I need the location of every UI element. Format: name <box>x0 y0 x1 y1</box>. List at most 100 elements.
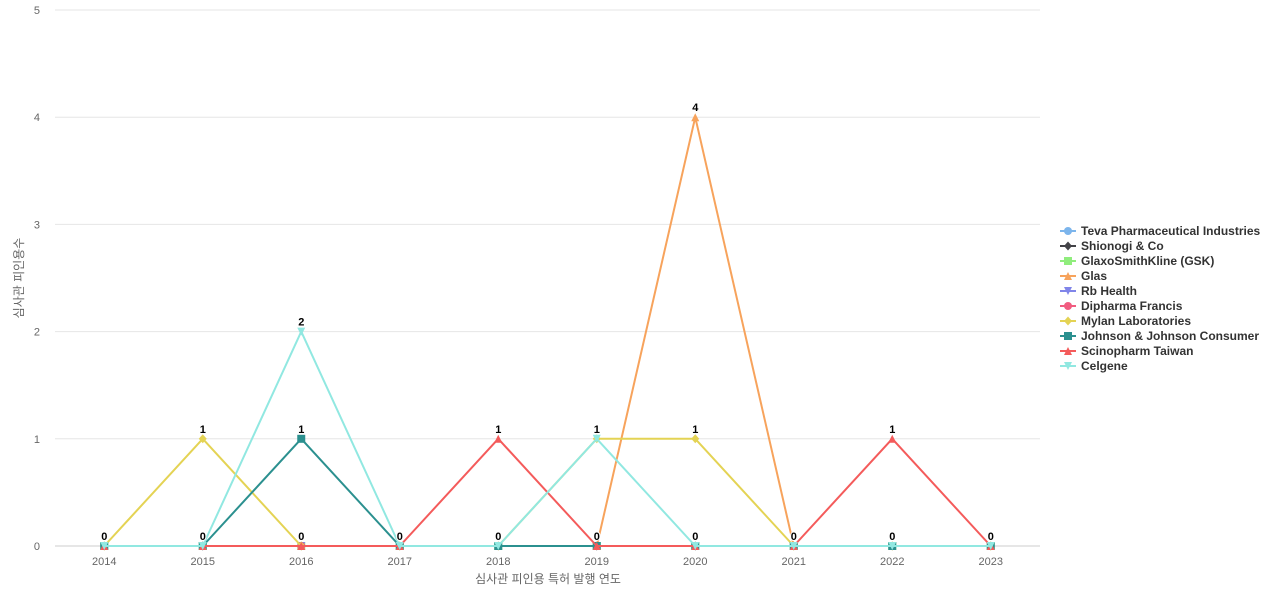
legend-item[interactable]: Shionogi & Co <box>1060 238 1260 253</box>
series-lines <box>100 113 995 551</box>
data-label: 0 <box>594 531 600 543</box>
data-point <box>691 542 700 550</box>
data-point <box>494 434 503 443</box>
data-point <box>592 542 601 550</box>
x-tick-label: 2017 <box>388 556 412 568</box>
data-label: 1 <box>298 424 304 436</box>
legend-label: Shionogi & Co <box>1081 238 1164 253</box>
x-tick-label: 2014 <box>92 556 116 568</box>
legend-item[interactable]: Scinopharm Taiwan <box>1060 343 1260 358</box>
data-point <box>297 542 306 550</box>
data-label: 0 <box>495 531 501 543</box>
legend-marker <box>1064 241 1072 250</box>
legend-marker <box>1064 331 1072 340</box>
data-point <box>888 434 897 443</box>
data-point <box>691 113 700 122</box>
data-label: 1 <box>495 424 501 436</box>
legend-symbol-icon <box>1060 316 1076 325</box>
y-tick-label: 3 <box>34 219 40 231</box>
legend-symbol-icon <box>1060 241 1076 250</box>
y-tick-label: 1 <box>34 434 40 446</box>
legend-item[interactable]: Teva Pharmaceutical Industries <box>1060 223 1260 238</box>
series-line <box>104 330 991 547</box>
legend-marker <box>1064 271 1072 280</box>
x-axis-title: 심사관 피인용 특허 발행 연도 <box>475 571 621 586</box>
data-point <box>789 542 798 550</box>
legend-item[interactable]: Mylan Laboratories <box>1060 313 1260 328</box>
chart-legend: Teva Pharmaceutical Industries Shionogi &… <box>1060 223 1260 373</box>
x-tick-label: 2020 <box>683 556 707 568</box>
data-label: 0 <box>791 531 797 543</box>
legend-marker <box>1064 316 1072 325</box>
y-tick-label: 5 <box>34 5 40 17</box>
data-point <box>297 327 306 336</box>
legend-symbol-icon <box>1060 361 1076 370</box>
series-celgene <box>100 327 995 550</box>
x-tick-label: 2018 <box>486 556 510 568</box>
data-point <box>592 434 601 443</box>
data-point <box>198 434 207 444</box>
x-tick-label: 2015 <box>191 556 215 568</box>
data-label: 1 <box>889 424 895 436</box>
grid-lines <box>55 9 1040 547</box>
legend-marker <box>1064 256 1072 265</box>
data-point <box>297 434 306 443</box>
y-axis-title: 심사관 피인용수 <box>12 238 26 319</box>
data-point <box>986 542 995 550</box>
legend-symbol-icon <box>1060 226 1076 235</box>
legend-label: Johnson & Johnson Consumer <box>1081 328 1260 343</box>
legend-label: Glas <box>1081 268 1108 283</box>
legend-label: Dipharma Francis <box>1081 298 1183 313</box>
legend-symbol-icon <box>1060 271 1076 280</box>
x-tick-label: 2022 <box>880 556 904 568</box>
legend-symbol-icon <box>1060 286 1076 295</box>
data-labels: 0 1 0 2 1 0 0 1 0 1 0 4 1 0 0 1 0 0 <box>100 101 995 544</box>
y-tick-label: 2 <box>34 327 40 339</box>
data-point <box>888 542 897 550</box>
legend-item[interactable]: Johnson & Johnson Consumer <box>1060 328 1260 343</box>
legend-symbol-icon <box>1060 346 1076 355</box>
legend-label: Mylan Laboratories <box>1081 313 1192 328</box>
data-label: 0 <box>200 531 206 543</box>
legend-item[interactable]: GlaxoSmithKline (GSK) <box>1060 253 1260 268</box>
data-point <box>691 434 700 444</box>
data-label: 1 <box>594 424 600 436</box>
legend-marker <box>1064 286 1072 295</box>
data-label: 2 <box>298 317 304 329</box>
x-tick-label: 2023 <box>979 556 1003 568</box>
legend-symbol-icon <box>1060 256 1076 265</box>
data-point <box>100 542 109 550</box>
data-label: 4 <box>692 102 699 114</box>
legend-symbol-icon <box>1060 301 1076 310</box>
data-label: 0 <box>298 531 304 543</box>
x-tick-label: 2021 <box>782 556 806 568</box>
legend-marker <box>1064 346 1072 355</box>
legend-label: Celgene <box>1081 358 1128 373</box>
data-point <box>198 542 207 550</box>
legend-item[interactable]: Celgene <box>1060 358 1260 373</box>
legend-label: Scinopharm Taiwan <box>1081 343 1194 358</box>
data-label: 1 <box>200 424 206 436</box>
data-label: 0 <box>988 531 994 543</box>
x-tick-label: 2016 <box>289 556 313 568</box>
data-label: 0 <box>397 531 403 543</box>
x-tick-label: 2019 <box>585 556 609 568</box>
legend-marker <box>1064 361 1072 370</box>
y-tick-label: 4 <box>34 112 40 124</box>
data-point <box>395 542 404 550</box>
legend-label: GlaxoSmithKline (GSK) <box>1081 253 1215 268</box>
y-tick-label: 0 <box>34 541 40 553</box>
legend-marker <box>1064 226 1072 235</box>
data-label: 0 <box>692 531 698 543</box>
legend-marker <box>1064 301 1072 310</box>
legend-item[interactable]: Glas <box>1060 268 1260 283</box>
data-point <box>494 542 503 550</box>
legend-item[interactable]: Dipharma Francis <box>1060 298 1260 313</box>
data-label: 0 <box>889 531 895 543</box>
data-label: 1 <box>692 424 698 436</box>
data-label: 0 <box>101 531 107 543</box>
legend-item[interactable]: Rb Health <box>1060 283 1260 298</box>
